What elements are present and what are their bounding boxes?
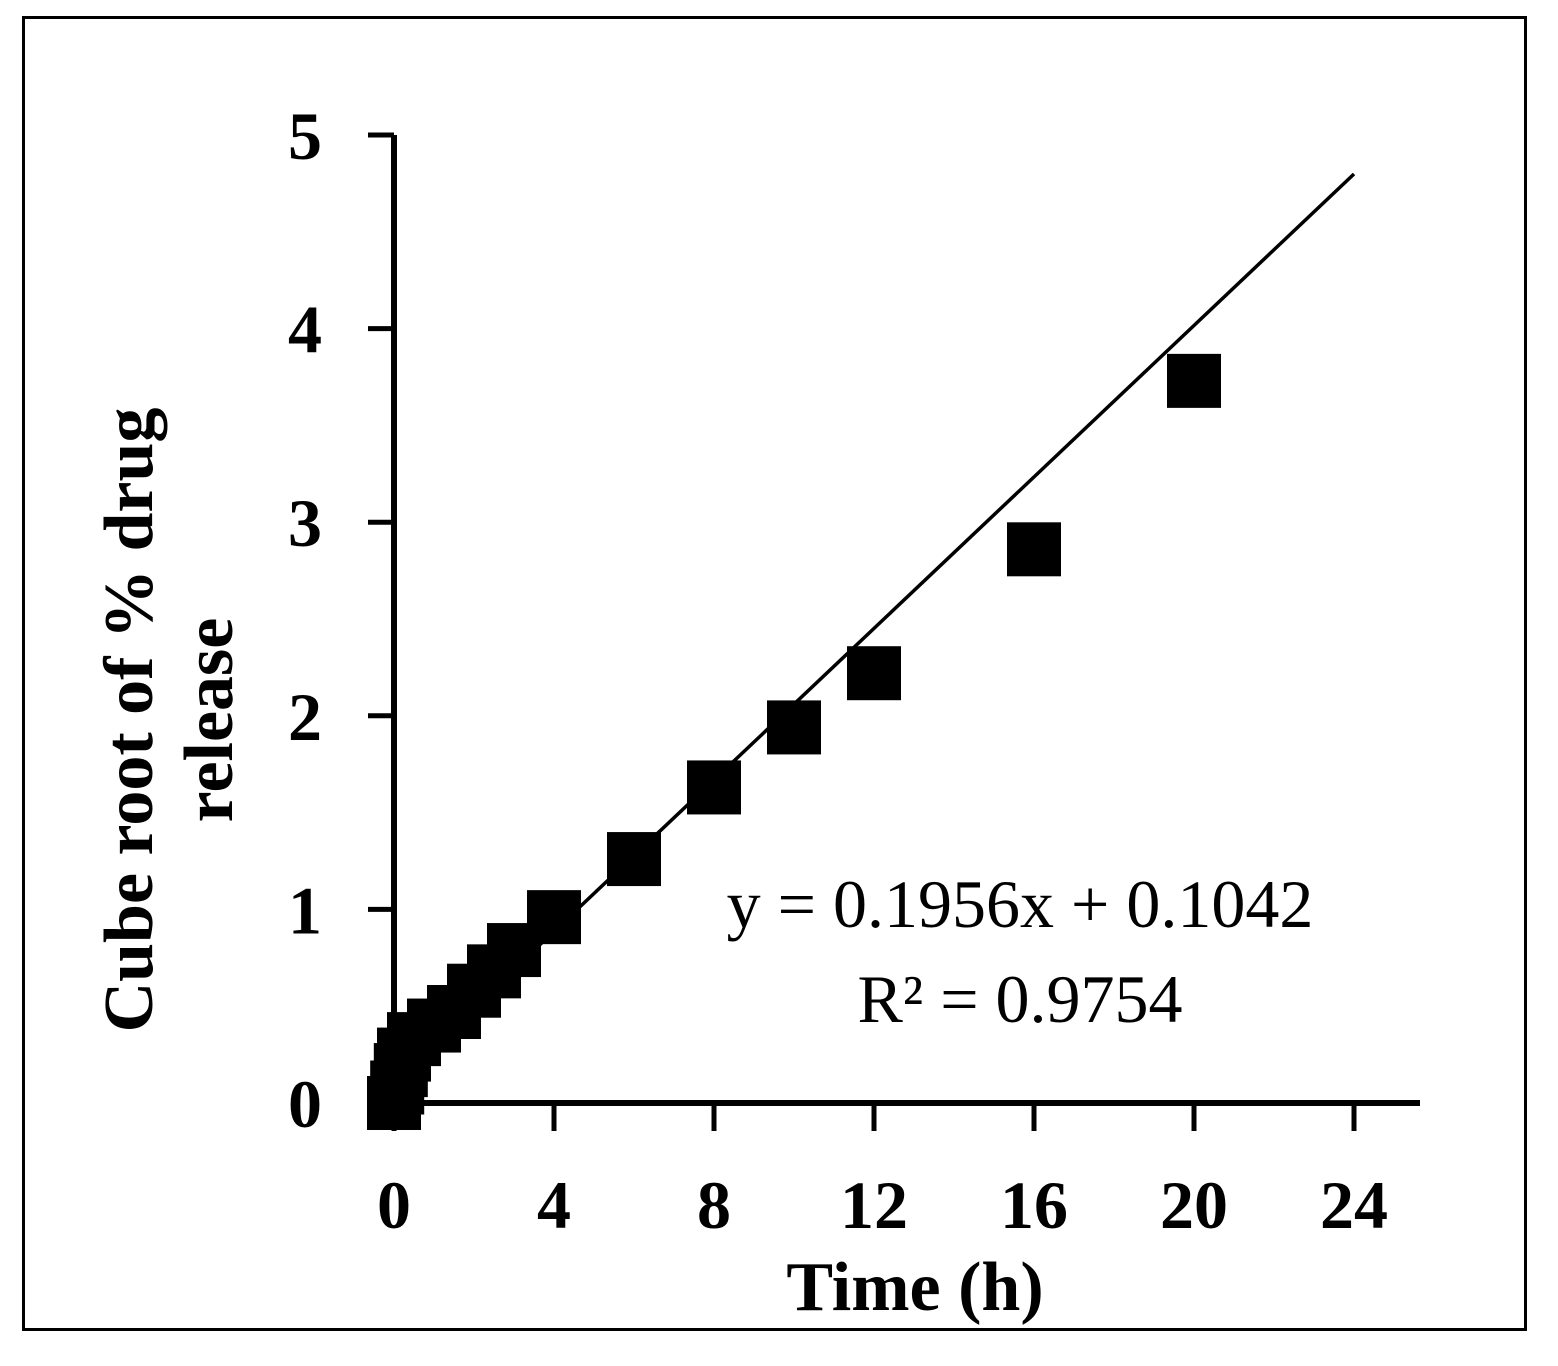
trendline-group [392, 172, 1356, 1085]
x-tick-label: 8 [697, 1167, 731, 1243]
x-tick-label: 20 [1160, 1167, 1228, 1243]
x-tick-label: 0 [377, 1167, 411, 1243]
y-axis-ticks: 0 1 2 3 4 5 [288, 98, 394, 1142]
x-tick-label: 12 [840, 1167, 908, 1243]
y-axis-title-line-1: Cube root of % drug [91, 408, 168, 1033]
data-point [767, 700, 821, 755]
x-tick-label: 24 [1320, 1167, 1388, 1243]
x-axis-title: Time (h) [786, 1249, 1043, 1326]
axes [391, 135, 1420, 1106]
y-tick-label: 0 [288, 1066, 322, 1142]
y-tick-label: 3 [288, 485, 322, 561]
y-axis-title-line-2: release [171, 618, 248, 823]
x-tick-label: 4 [537, 1167, 571, 1243]
data-point [687, 760, 741, 815]
y-tick-label: 1 [288, 872, 322, 948]
data-point [607, 832, 661, 887]
y-axis-title: Cube root of % drug release [91, 408, 248, 1033]
r-squared-label: R² = 0.9754 [857, 961, 1182, 1037]
x-axis-ticks: 0 4 8 12 16 20 24 [377, 1103, 1388, 1243]
data-point [1007, 522, 1061, 577]
y-tick-label: 2 [288, 679, 322, 755]
trendline [392, 172, 1356, 1085]
y-tick-label: 4 [288, 292, 322, 368]
chart-frame [22, 16, 1527, 1331]
data-point [1167, 353, 1221, 408]
data-point [527, 890, 581, 945]
y-tick-label: 5 [288, 98, 322, 174]
data-point [847, 646, 901, 701]
x-tick-label: 16 [1000, 1167, 1068, 1243]
trendline-equation: y = 0.1956x + 0.1042 [727, 866, 1314, 942]
